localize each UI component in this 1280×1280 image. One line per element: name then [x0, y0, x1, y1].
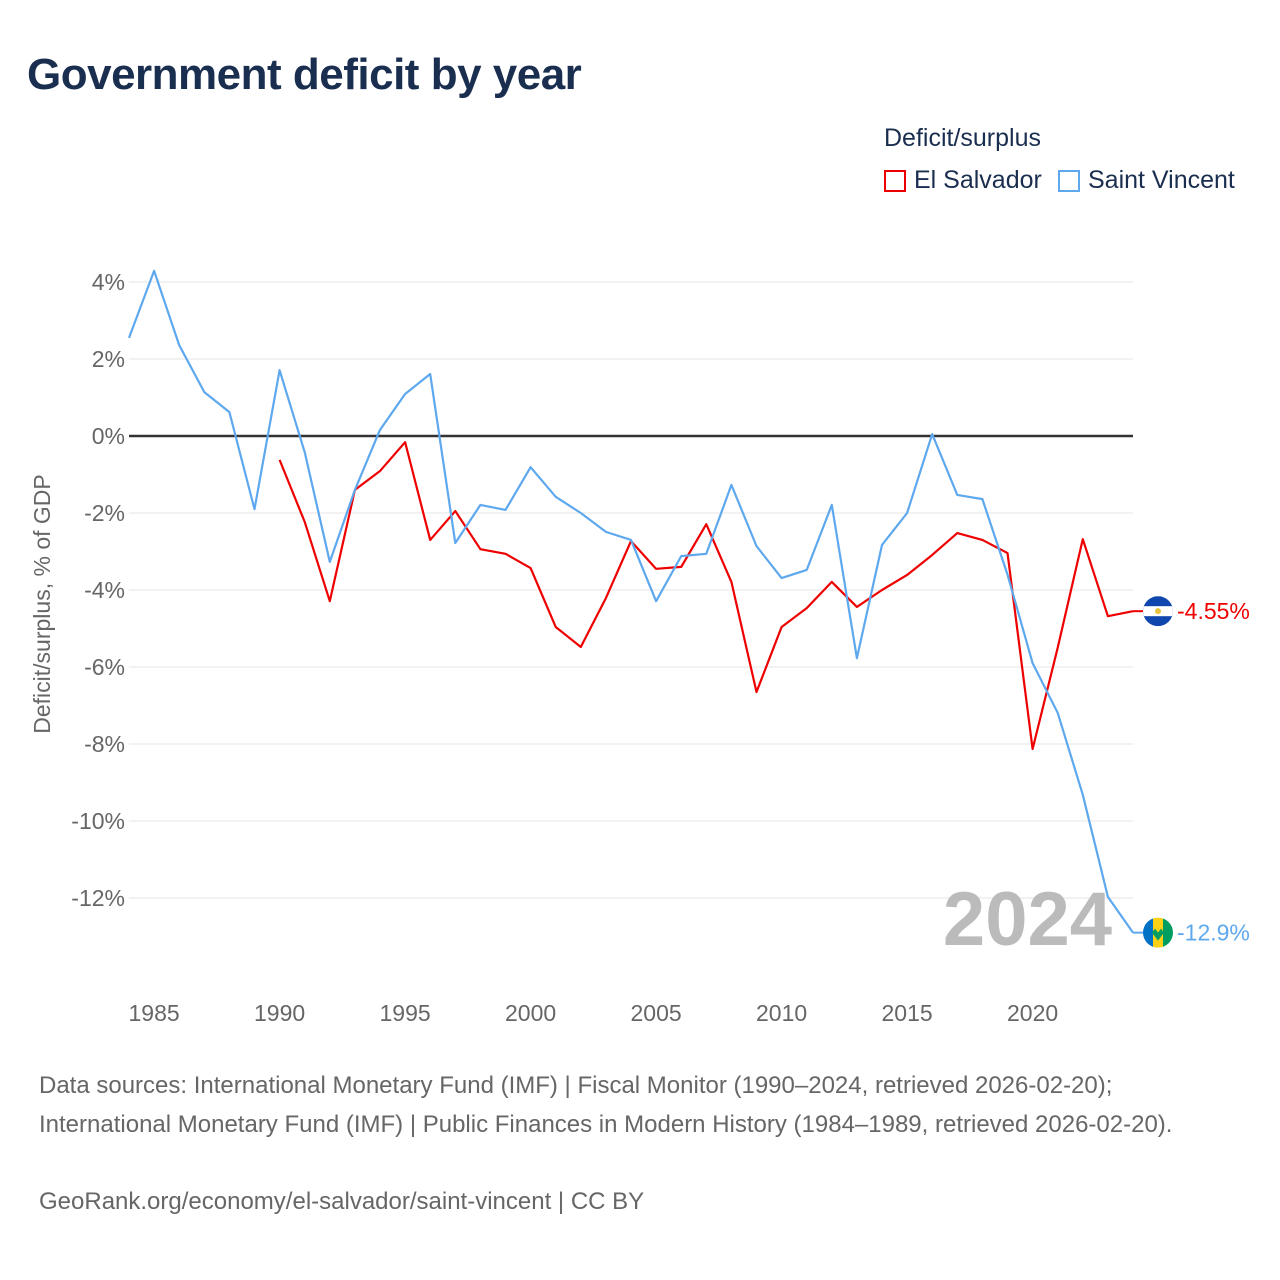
legend-swatch [1058, 169, 1080, 192]
y-tick-label: -12% [71, 885, 125, 911]
flag-band [1143, 917, 1153, 948]
y-tick-label: 2% [92, 346, 125, 372]
data-sources: Data sources: International Monetary Fun… [39, 1072, 1173, 1138]
series-line-saint-vincent [127, 269, 1134, 934]
x-tick-label: 2000 [505, 1000, 556, 1026]
x-tick-label: 2010 [756, 1000, 807, 1026]
year-annotation: 2024 [943, 877, 1112, 962]
x-tick-label: 2005 [631, 1000, 682, 1026]
y-tick-label: -6% [84, 654, 125, 680]
legend-title: Deficit/surplus [884, 124, 1041, 152]
legend-label: Saint Vincent [1088, 166, 1235, 194]
legend-item-el-salvador[interactable]: El Salvador [884, 166, 1042, 195]
x-tick-label: 2020 [1007, 1000, 1058, 1026]
line-chart: 4% 2% 0% -2% -4% -6% -8% -10% -12% 1985 1990 1995 20… [29, 269, 1250, 1026]
y-tick-label: 0% [92, 423, 125, 449]
end-value-label: -12.9% [1177, 920, 1250, 946]
flag-emblem [1155, 608, 1161, 615]
series-line-el-salvador [278, 441, 1134, 751]
credit-link[interactable]: GeoRank.org/economy/el-salvador/saint-vi… [39, 1188, 645, 1215]
legend-item-saint-vincent[interactable]: Saint Vincent [1058, 166, 1235, 195]
saint-vincent-flag-icon [1143, 917, 1173, 948]
y-tick-label: -4% [84, 577, 125, 603]
y-axis-label: Deficit/surplus, % of GDP [29, 474, 55, 733]
x-tick-label: 1995 [380, 1000, 431, 1026]
end-value-label: -4.55% [1177, 598, 1250, 624]
el-salvador-flag-icon [1143, 596, 1173, 627]
flag-diamonds [1152, 928, 1164, 941]
legend-label: El Salvador [914, 166, 1042, 194]
chart-title: Government deficit by year [27, 50, 582, 99]
x-tick-label: 1985 [129, 1000, 180, 1026]
y-tick-label: -8% [84, 731, 125, 757]
flag-band [1163, 917, 1173, 948]
y-tick-label: 4% [92, 269, 125, 295]
legend-swatch [884, 169, 906, 192]
y-tick-label: -10% [71, 808, 125, 834]
x-tick-label: 1990 [254, 1000, 305, 1026]
y-tick-label: -2% [84, 500, 125, 526]
x-tick-label: 2015 [882, 1000, 933, 1026]
